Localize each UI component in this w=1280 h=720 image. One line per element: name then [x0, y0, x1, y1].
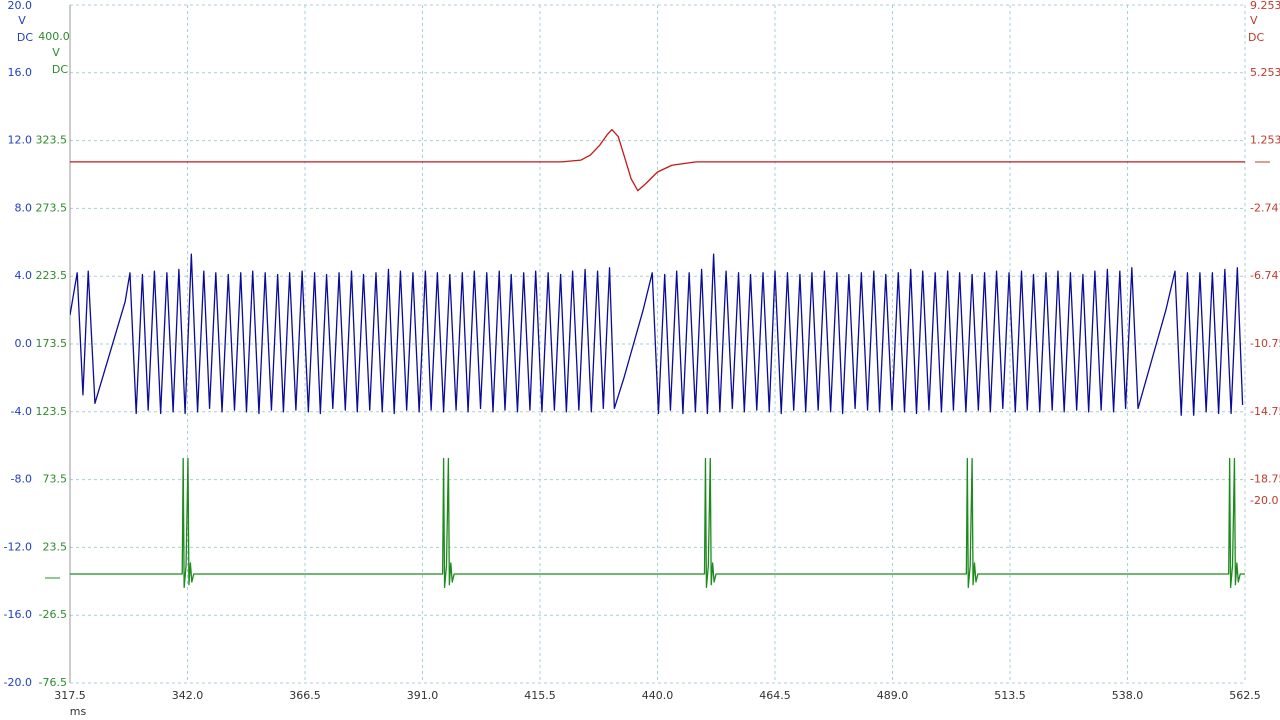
y-tick-label: -4.0	[11, 405, 32, 418]
waveform	[70, 457, 1245, 589]
y2-tick-label: -26.5	[39, 608, 67, 621]
y3-tick-label: -10.75	[1250, 337, 1280, 350]
y2-tick-label: 23.5	[43, 540, 68, 553]
y3-unit: V	[1250, 14, 1258, 27]
y-tick-label: -8.0	[11, 473, 32, 486]
y-tick-label: 0.0	[15, 337, 33, 350]
x-tick-label: 464.5	[759, 689, 791, 702]
y-tick-label: 8.0	[15, 201, 33, 214]
y-tick-label: 12.0	[8, 134, 33, 147]
waveform	[70, 253, 1244, 416]
y3-tick-label: -6.747	[1250, 269, 1280, 282]
x-unit: ms	[70, 705, 87, 718]
y-unit: V	[18, 14, 26, 27]
y3-tick-label: -20.0	[1250, 494, 1278, 507]
y2-tick-label: 173.5	[36, 337, 68, 350]
y3-tick-label: -18.75	[1250, 473, 1280, 486]
x-tick-label: 513.5	[994, 689, 1026, 702]
y-unit: DC	[17, 31, 33, 44]
y-tick-label: -20.0	[4, 676, 32, 689]
x-tick-label: 440.0	[642, 689, 674, 702]
x-tick-label: 562.5	[1229, 689, 1261, 702]
y2-tick-label: 73.5	[43, 473, 68, 486]
waveform	[70, 128, 1245, 192]
y-tick-label: -12.0	[4, 540, 32, 553]
y2-unit: V	[52, 46, 60, 59]
y2-tick-label: 273.5	[36, 201, 68, 214]
x-tick-label: 489.0	[877, 689, 909, 702]
x-tick-label: 342.0	[172, 689, 204, 702]
x-tick-label: 391.0	[407, 689, 439, 702]
x-tick-label: 317.5	[54, 689, 86, 702]
y3-tick-label: 9.253	[1250, 0, 1280, 12]
y3-unit: DC	[1248, 31, 1264, 44]
y-tick-label: 16.0	[8, 66, 33, 79]
y3-tick-label: 1.253	[1250, 134, 1280, 147]
y-tick-label: 20.0	[8, 0, 33, 12]
x-tick-label: 415.5	[524, 689, 556, 702]
y-tick-label: 4.0	[15, 269, 33, 282]
y3-tick-label: -14.75	[1250, 405, 1280, 418]
y3-tick-label: 5.253	[1250, 66, 1280, 79]
y2-tick-label: 123.5	[36, 405, 68, 418]
x-tick-label: 366.5	[289, 689, 321, 702]
y2-top-label: 400.0	[38, 30, 70, 43]
grid	[70, 4, 1246, 684]
y-tick-label: -16.0	[4, 608, 32, 621]
y2-tick-label: -76.5	[39, 676, 67, 689]
y2-tick-label: 323.5	[36, 134, 68, 147]
y2-tick-label: 223.5	[36, 269, 68, 282]
x-tick-label: 538.0	[1112, 689, 1144, 702]
y3-tick-label: -2.747	[1250, 201, 1280, 214]
y2-unit: DC	[52, 63, 68, 76]
